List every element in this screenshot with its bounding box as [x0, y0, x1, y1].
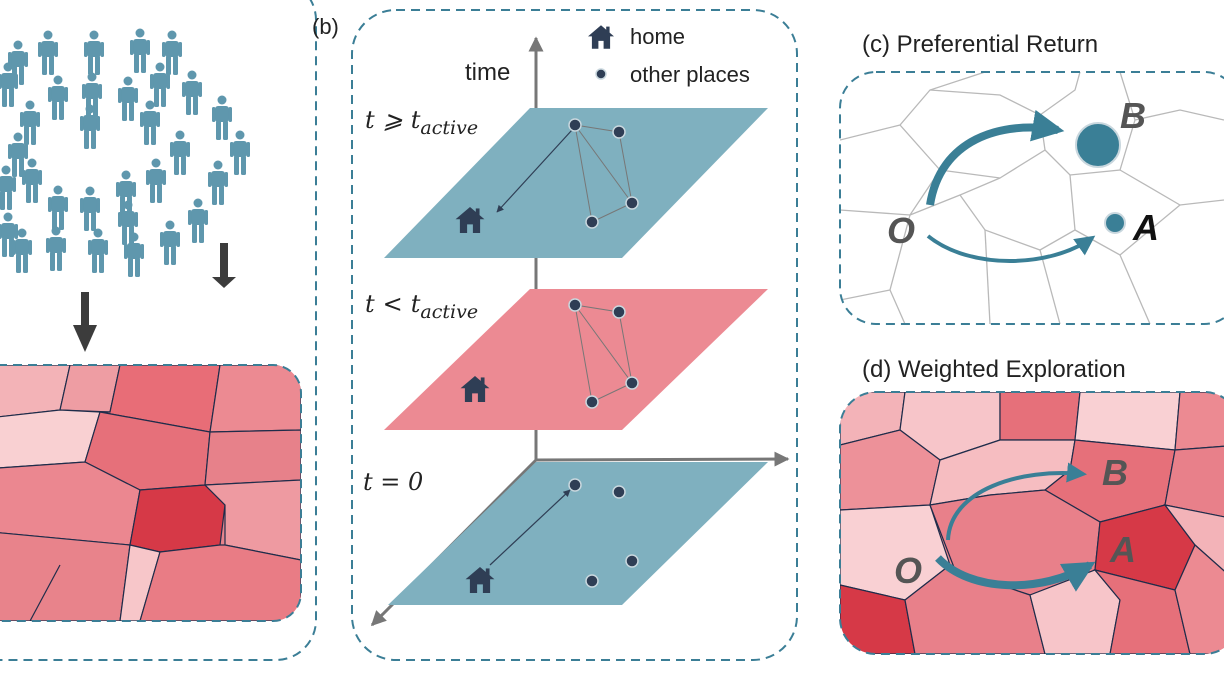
panel-c: (c) Preferential Return O B A — [839, 31, 1224, 325]
person-icon — [162, 30, 182, 75]
explore-arrow-to-B — [946, 462, 1087, 541]
x-axis — [535, 451, 790, 467]
place-dot — [568, 118, 582, 132]
panel-a — [0, 0, 317, 661]
place-dot — [568, 478, 582, 492]
person-icon — [46, 226, 66, 271]
explore-arrow-to-A — [935, 555, 1096, 592]
cell-a4 — [209, 365, 301, 433]
person-icon — [48, 185, 68, 230]
place-dot — [568, 298, 582, 312]
layer-active: t ⩾ tactive — [365, 106, 768, 258]
place-dot — [625, 196, 639, 210]
person-icon — [230, 130, 250, 175]
person-icon — [208, 160, 228, 205]
place-dot — [585, 215, 599, 229]
panel-d: (d) Weighted Exploration O B A — [839, 356, 1224, 655]
cell-a7 — [204, 429, 301, 486]
return-arrow — [496, 129, 573, 213]
population-crowd — [0, 28, 250, 277]
voronoi-map-c — [840, 72, 1224, 324]
down-arrow-right — [212, 243, 236, 288]
person-icon — [182, 70, 202, 115]
location-B-marker — [1075, 122, 1121, 168]
person-icon — [20, 100, 40, 145]
down-arrow-left — [73, 292, 97, 352]
panel-b-label: (b) — [312, 14, 339, 39]
map-d-frame — [839, 391, 1224, 655]
person-icon — [48, 75, 68, 120]
origin-label-d: O — [894, 550, 922, 591]
panel-b: (b) time home other places t = 0 — [312, 9, 798, 661]
layer-t0: t = 0 — [363, 462, 768, 605]
map-c-frame — [839, 71, 1224, 325]
map-a-frame — [0, 364, 302, 622]
label-A-d: A — [1109, 529, 1136, 570]
panel-c-title: (c) Preferential Return — [862, 31, 1098, 58]
person-icon — [188, 198, 208, 243]
location-A-marker — [1104, 212, 1126, 234]
other-place-legend-icon — [595, 68, 607, 80]
place-dot — [585, 574, 599, 588]
panel-a-frame — [0, 0, 317, 661]
place-dot — [625, 554, 639, 568]
cell-a12 — [119, 544, 161, 621]
person-icon — [118, 76, 138, 121]
label-B-c: B — [1120, 95, 1146, 136]
person-icon — [170, 130, 190, 175]
place-dot — [585, 395, 599, 409]
person-icon — [140, 100, 160, 145]
cell-a11 — [0, 529, 131, 621]
legend-other-label: other places — [630, 62, 750, 87]
cell-a13 — [139, 544, 301, 621]
time-axis-label: time — [465, 59, 510, 86]
person-icon — [130, 28, 150, 73]
person-icon — [80, 186, 100, 231]
label-A-c: A — [1132, 207, 1159, 248]
legend-home-label: home — [630, 24, 685, 49]
layer-top-label: t ⩾ tactive — [365, 106, 478, 139]
label-B-d: B — [1102, 452, 1128, 493]
person-icon — [38, 30, 58, 75]
plane-t0 — [388, 462, 768, 605]
person-icon — [146, 158, 166, 203]
return-arrow-to-A — [926, 234, 1096, 263]
place-dot — [625, 376, 639, 390]
person-icon — [160, 220, 180, 265]
voronoi-map-d — [840, 392, 1224, 654]
place-dot — [612, 305, 626, 319]
layer-t0-label: t = 0 — [363, 468, 423, 496]
person-icon — [212, 95, 232, 140]
return-arrow-to-B — [926, 109, 1065, 206]
place-dot — [612, 485, 626, 499]
place-dot — [612, 125, 626, 139]
panel-d-title: (d) Weighted Exploration — [862, 356, 1126, 383]
layer-mid-label: t < tactive — [365, 290, 478, 323]
layer-before-active: t < tactive — [365, 289, 768, 430]
cell-a9 — [129, 484, 226, 553]
person-icon — [22, 158, 42, 203]
origin-label-c: O — [887, 210, 915, 251]
voronoi-map-a — [0, 365, 301, 621]
move-arrow-t0 — [489, 489, 571, 566]
home-legend-icon — [588, 25, 614, 49]
person-icon — [88, 228, 108, 273]
panel-b-frame — [351, 9, 798, 661]
person-icon — [84, 30, 104, 75]
